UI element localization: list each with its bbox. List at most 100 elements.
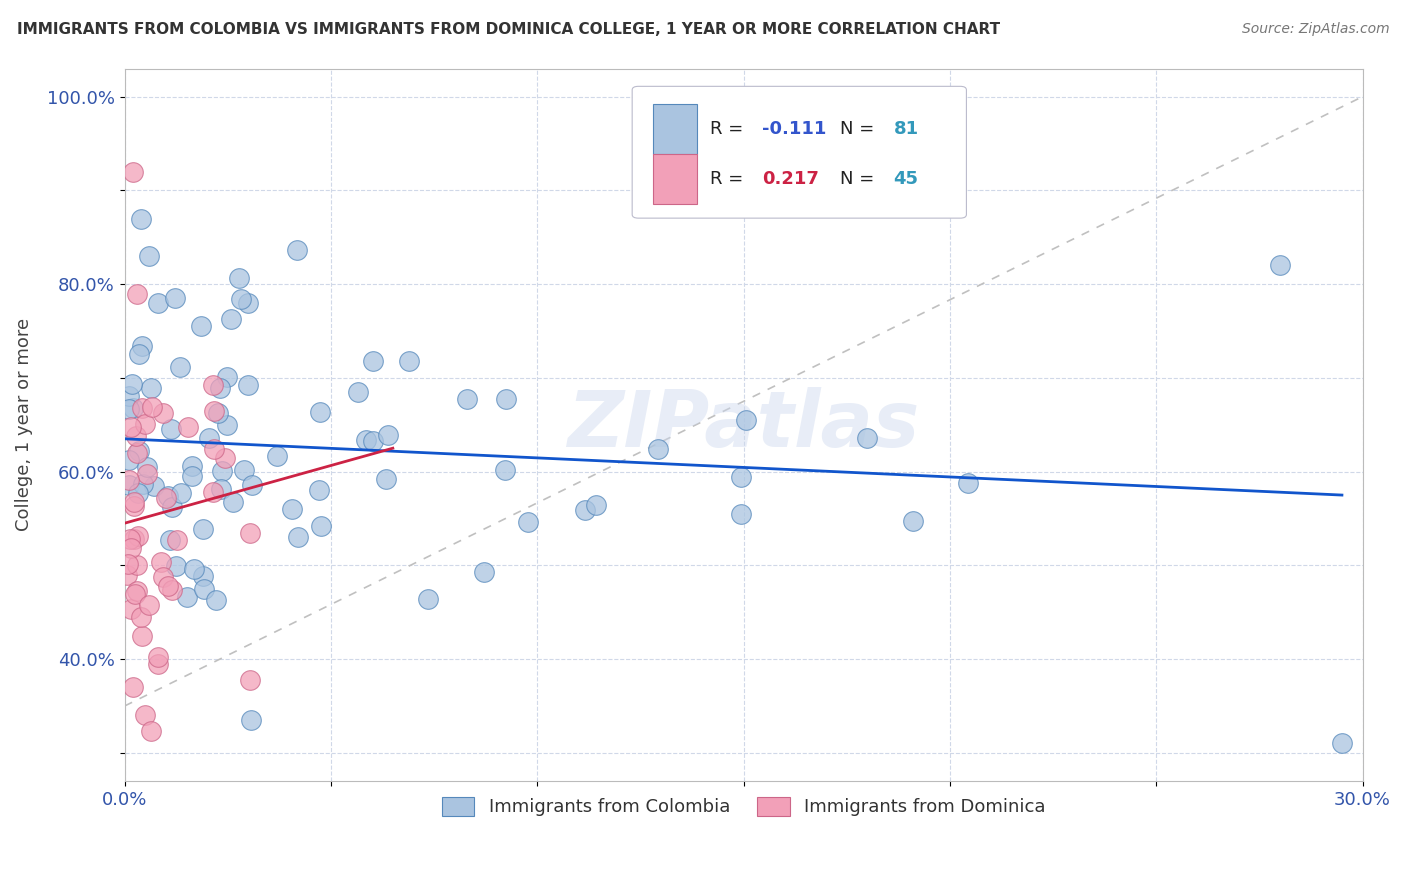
Point bbox=[146, 650, 169, 665]
Point bbox=[181, 469, 204, 483]
Point bbox=[377, 427, 399, 442]
Point bbox=[124, 587, 146, 601]
Point bbox=[236, 378, 259, 392]
Point bbox=[127, 529, 149, 543]
Point bbox=[1330, 737, 1353, 751]
Point bbox=[494, 463, 516, 477]
Point bbox=[122, 495, 145, 509]
Point bbox=[127, 558, 149, 572]
Point bbox=[240, 713, 263, 727]
Point bbox=[131, 338, 153, 352]
Point bbox=[202, 442, 225, 457]
Point bbox=[193, 522, 215, 536]
Text: 45: 45 bbox=[893, 170, 918, 188]
Point bbox=[138, 599, 160, 613]
Point bbox=[160, 583, 183, 598]
Point bbox=[236, 295, 259, 310]
Point bbox=[574, 503, 596, 517]
Point bbox=[281, 501, 304, 516]
Point bbox=[117, 557, 139, 571]
Point bbox=[647, 442, 669, 456]
Point bbox=[495, 392, 517, 406]
Point bbox=[118, 401, 141, 416]
Point bbox=[516, 515, 538, 529]
Point bbox=[160, 422, 183, 436]
Point bbox=[190, 318, 212, 333]
Point bbox=[129, 211, 152, 226]
Point bbox=[361, 354, 384, 368]
Point bbox=[157, 579, 180, 593]
Point bbox=[309, 518, 332, 533]
Point bbox=[138, 249, 160, 263]
Point bbox=[121, 377, 143, 392]
Point bbox=[118, 453, 141, 467]
Point bbox=[163, 291, 186, 305]
Point bbox=[125, 429, 148, 443]
Point bbox=[219, 311, 242, 326]
Point bbox=[374, 472, 396, 486]
Point bbox=[115, 568, 138, 582]
Point bbox=[361, 434, 384, 448]
Point bbox=[152, 406, 174, 420]
Point bbox=[308, 483, 330, 498]
Point bbox=[207, 406, 229, 420]
Point bbox=[125, 286, 148, 301]
Point bbox=[730, 470, 752, 484]
Point bbox=[177, 419, 200, 434]
Point bbox=[209, 380, 232, 394]
Point bbox=[205, 593, 228, 607]
Point bbox=[136, 467, 159, 481]
Point bbox=[155, 491, 177, 506]
Point bbox=[193, 582, 215, 596]
Point bbox=[124, 500, 146, 514]
Point bbox=[124, 532, 146, 546]
Point bbox=[238, 673, 260, 687]
Point bbox=[146, 296, 169, 310]
FancyBboxPatch shape bbox=[654, 104, 696, 154]
Point bbox=[156, 489, 179, 503]
Text: N =: N = bbox=[841, 170, 880, 188]
Point bbox=[202, 378, 225, 392]
Point bbox=[398, 353, 420, 368]
Point bbox=[183, 561, 205, 575]
Point bbox=[142, 479, 165, 493]
Point bbox=[217, 370, 239, 384]
Text: R =: R = bbox=[710, 170, 749, 188]
Point bbox=[1268, 259, 1291, 273]
Point bbox=[202, 485, 225, 500]
Point bbox=[135, 460, 157, 475]
Point bbox=[128, 444, 150, 458]
Point bbox=[118, 388, 141, 402]
Point bbox=[242, 478, 264, 492]
Point bbox=[121, 680, 143, 694]
Point bbox=[139, 381, 162, 395]
Point bbox=[129, 610, 152, 624]
Point bbox=[211, 464, 233, 478]
Point bbox=[233, 463, 256, 477]
Point bbox=[228, 270, 250, 285]
Text: R =: R = bbox=[710, 120, 749, 138]
Point bbox=[120, 420, 142, 434]
Point bbox=[120, 602, 142, 616]
Point bbox=[197, 431, 219, 445]
Point bbox=[347, 385, 370, 400]
Point bbox=[169, 360, 191, 375]
Point bbox=[285, 243, 308, 257]
Text: N =: N = bbox=[841, 120, 880, 138]
Point bbox=[416, 592, 439, 607]
Point bbox=[287, 530, 309, 544]
Point bbox=[141, 724, 163, 739]
Point bbox=[125, 584, 148, 599]
Point bbox=[214, 451, 236, 466]
Point bbox=[901, 514, 924, 528]
Point bbox=[118, 473, 141, 487]
Legend: Immigrants from Colombia, Immigrants from Dominica: Immigrants from Colombia, Immigrants fro… bbox=[433, 788, 1054, 825]
Point bbox=[354, 433, 377, 447]
FancyBboxPatch shape bbox=[654, 154, 696, 204]
Point bbox=[215, 417, 238, 432]
Point bbox=[856, 431, 879, 445]
Point bbox=[309, 405, 332, 419]
Point bbox=[134, 417, 156, 431]
Text: Source: ZipAtlas.com: Source: ZipAtlas.com bbox=[1241, 22, 1389, 37]
Point bbox=[180, 459, 202, 474]
